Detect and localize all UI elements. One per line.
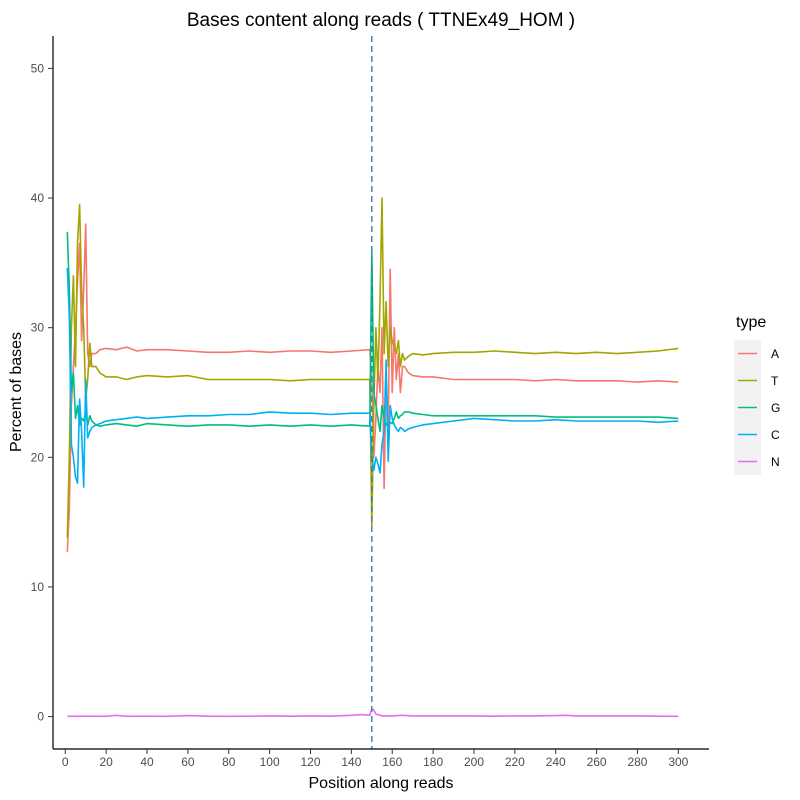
y-tick-label: 40 — [31, 191, 45, 205]
legend-label-c: C — [771, 428, 780, 442]
x-tick-label: 40 — [140, 755, 154, 769]
x-tick-label: 200 — [464, 755, 484, 769]
x-tick-label: 0 — [62, 755, 69, 769]
x-axis-ticks: 0 20 40 60 80 100 120 140 160 180 200 220 240 260 280 3… — [62, 749, 689, 769]
x-tick-label: 240 — [546, 755, 566, 769]
x-tick-label: 140 — [341, 755, 361, 769]
y-axis-title: Percent of bases — [8, 332, 25, 452]
legend-label-t: T — [771, 374, 779, 388]
x-tick-label: 160 — [382, 755, 402, 769]
legend-label-n: N — [771, 455, 780, 469]
plot-area — [66, 36, 679, 749]
x-tick-label: 20 — [99, 755, 113, 769]
series-line-c — [66, 267, 679, 488]
chart-title: Bases content along reads ( TTNEx49_HOM … — [187, 10, 575, 31]
y-tick-label: 30 — [31, 321, 45, 335]
legend-label-a: A — [771, 347, 779, 361]
x-tick-label: 280 — [627, 755, 647, 769]
x-tick-label: 260 — [587, 755, 607, 769]
y-tick-label: 20 — [31, 450, 45, 464]
x-tick-label: 220 — [505, 755, 525, 769]
series-line-g — [66, 231, 679, 433]
y-tick-label: 10 — [31, 580, 45, 594]
x-axis-title: Position along reads — [309, 775, 454, 792]
x-tick-label: 300 — [668, 755, 688, 769]
y-tick-label: 50 — [31, 61, 45, 75]
legend-label-g: G — [771, 401, 780, 415]
x-tick-label: 60 — [181, 755, 195, 769]
x-tick-label: 100 — [260, 755, 280, 769]
x-tick-label: 180 — [423, 755, 443, 769]
x-tick-label: 120 — [300, 755, 320, 769]
y-tick-label: 0 — [37, 710, 44, 724]
legend-title: type — [736, 314, 766, 331]
series-line-n — [67, 708, 679, 718]
y-axis-ticks: 0 10 20 30 40 50 — [31, 61, 53, 724]
x-tick-label: 80 — [222, 755, 236, 769]
